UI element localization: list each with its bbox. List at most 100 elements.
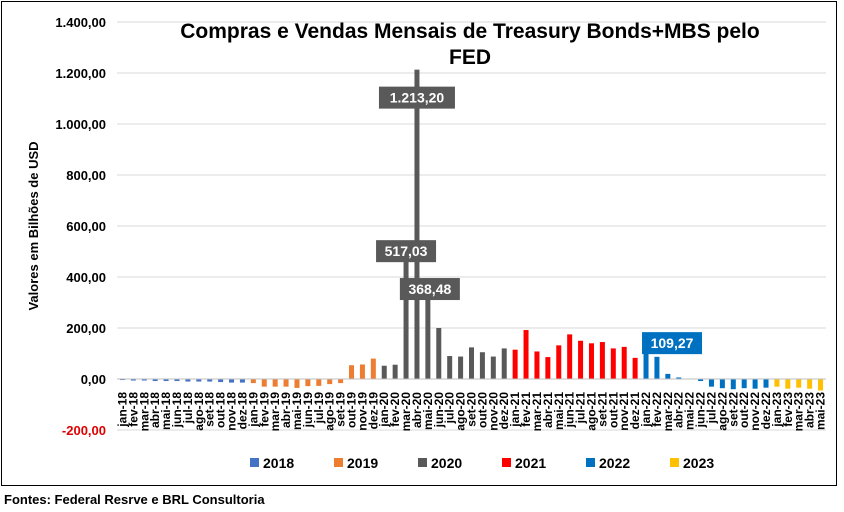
bar-nov-22	[752, 379, 758, 389]
bar-fev-22	[654, 356, 660, 379]
x-tick-label: mar-21	[530, 392, 544, 432]
bar-abr-23	[807, 379, 813, 389]
x-tick-label: out-18	[214, 392, 228, 428]
bar-nov-20	[490, 356, 496, 379]
bar-set-22	[730, 379, 736, 390]
x-tick-label: mai-22	[683, 392, 697, 430]
x-tick-label: fev-23	[781, 392, 795, 427]
x-tick-label: mar-18	[137, 392, 151, 432]
x-tick-label: abr-21	[541, 392, 555, 428]
data-label-box	[376, 240, 437, 263]
bar-nov-19	[359, 364, 365, 379]
bar-dez-21	[632, 357, 638, 379]
bar-fev-19	[261, 379, 267, 387]
x-tick-label: nov-19	[355, 392, 369, 431]
bar-jul-20	[447, 356, 453, 379]
x-tick-label: jul-20	[443, 392, 457, 425]
chart-frame	[1, 1, 837, 486]
data-label: 109,27	[651, 335, 694, 351]
chart-title: Compras e Vendas Mensais de Treasury Bon…	[180, 20, 759, 43]
bars	[119, 69, 824, 391]
x-tick-label: ago-21	[584, 392, 598, 431]
legend-label: 2020	[431, 455, 462, 471]
bar-jan-19	[250, 379, 256, 384]
source-footer: Fontes: Federal Resrve e BRL Consultoria	[4, 492, 265, 507]
legend-swatch	[334, 458, 343, 467]
x-tick-label: jul-18	[181, 392, 195, 425]
x-tick-label: abr-20	[410, 392, 424, 428]
x-tick-label: out-22	[737, 392, 751, 428]
x-tick-label: ago-19	[323, 392, 337, 431]
x-tick-label: fev-22	[650, 392, 664, 427]
x-tick-label: set-21	[595, 392, 609, 427]
legend-label: 2019	[347, 455, 378, 471]
x-tick-label: ago-20	[454, 392, 468, 431]
bar-ago-22	[719, 379, 725, 389]
bar-set-19	[338, 379, 344, 384]
x-tick-label: abr-19	[279, 392, 293, 428]
y-tick-label: 400,00	[66, 270, 106, 285]
bar-jun-22	[698, 379, 704, 382]
x-tick-label: fev-19	[257, 392, 271, 427]
x-tick-label: jun-20	[432, 392, 446, 429]
legend-swatch	[502, 458, 511, 467]
x-tick-label: mar-20	[399, 392, 413, 432]
x-tick-label: fev-20	[388, 392, 402, 427]
bar-jul-22	[708, 379, 714, 387]
bar-set-20	[469, 347, 474, 379]
bar-dez-22	[763, 379, 769, 388]
bar-jun-20	[436, 328, 442, 379]
legend-label: 2018	[263, 455, 294, 471]
x-tick-label: mai-21	[552, 392, 566, 430]
x-tick-label: dez-19	[366, 392, 380, 430]
bar-fev-21	[523, 330, 529, 379]
data-label-box	[642, 332, 703, 355]
bar-dez-20	[501, 348, 507, 379]
x-tick-label: ago-22	[715, 392, 729, 431]
x-tick-label: jan-23	[770, 392, 784, 428]
y-tick-label: 1.000,00	[55, 117, 106, 132]
bar-set-18	[207, 379, 213, 382]
x-tick-label: jan-21	[508, 392, 522, 428]
x-tick-label: nov-21	[617, 392, 631, 431]
x-tick-label: ago-18	[192, 392, 206, 431]
bar-mar-19	[272, 379, 278, 387]
y-tick-label: 200,00	[66, 321, 106, 336]
bar-chart: 1.400,00 1.200,00 1.000,00 800,00 600,00 400,…	[26, 15, 828, 471]
bar-out-18	[218, 379, 224, 383]
bar-jun-21	[567, 334, 573, 379]
x-tick-label: nov-22	[748, 392, 762, 431]
x-tick-label: out-20	[475, 392, 489, 428]
legend: 2018 2019 2020 2021 2022 2023	[250, 455, 714, 471]
bar-out-19	[349, 365, 355, 379]
bar-mai-23	[818, 379, 824, 391]
y-tick-label: 600,00	[66, 219, 106, 234]
bar-dez-19	[370, 358, 376, 379]
x-tick-label: jan-19	[246, 392, 260, 428]
bar-fev-18	[130, 379, 136, 381]
legend-label: 2021	[515, 455, 546, 471]
y-tick-labels: 1.400,00 1.200,00 1.000,00 800,00 600,00 400,…	[55, 15, 106, 438]
data-label-box	[378, 86, 455, 109]
x-tick-label: mai-23	[814, 392, 828, 430]
y-tick-label: 0,00	[81, 372, 106, 387]
bar-mar-23	[796, 379, 802, 388]
bar-jun-18	[174, 379, 180, 382]
y-axis-label: Valores em Bilhões de USD	[26, 141, 41, 310]
bar-jul-18	[185, 379, 191, 382]
x-tick-label: set-19	[334, 392, 348, 427]
bar-jan-23	[774, 379, 780, 387]
legend-swatch	[418, 458, 427, 467]
bar-mai-19	[294, 379, 300, 388]
bar-mai-20	[425, 285, 431, 379]
x-tick-label: mai-19	[290, 392, 304, 430]
x-tick-label: fev-18	[126, 392, 140, 427]
bar-mar-18	[141, 379, 147, 381]
bar-ago-18	[196, 379, 202, 382]
bar-out-20	[479, 352, 485, 379]
x-tick-label: jun-19	[301, 392, 315, 429]
bar-abr-19	[283, 379, 289, 387]
x-tick-label: dez-18	[235, 392, 249, 430]
y-tick-label: 1.400,00	[55, 15, 106, 30]
x-tick-label: jul-22	[704, 392, 718, 425]
